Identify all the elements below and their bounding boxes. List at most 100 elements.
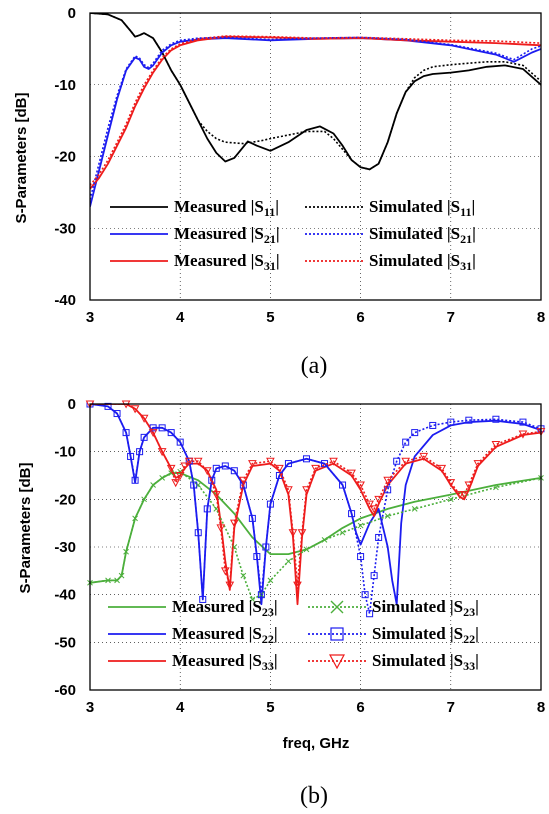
plot-frame (89, 403, 542, 691)
x-tick-label: 6 (356, 309, 364, 326)
data-point-marker (157, 448, 167, 457)
y-tick-label: -50 (54, 634, 76, 651)
x-tick-label: 7 (447, 309, 455, 326)
data-point-marker (180, 462, 190, 471)
legend-label: Measured |S22| (172, 624, 278, 646)
panel-b-chart: S-Parameters [dB] freq, GHz (b) 3 4 5 6 7 8 0 -… (17, 396, 546, 809)
legend-marker (328, 654, 346, 670)
data-point-marker (347, 469, 356, 478)
x-tick-label: 7 (447, 699, 455, 716)
y-tick-label: -20 (54, 149, 76, 166)
data-point-marker (190, 481, 198, 489)
data-point-marker (369, 505, 379, 514)
data-point-marker (177, 468, 184, 475)
x-tick-label: 4 (176, 309, 185, 326)
data-point-marker (284, 486, 293, 495)
y-tick-label: -10 (54, 77, 76, 94)
data-point-marker (171, 479, 181, 488)
data-point-marker (447, 496, 454, 503)
data-point-marker (375, 533, 383, 541)
data-point-marker (253, 553, 261, 561)
data-point-marker (455, 491, 465, 500)
data-point-marker (366, 610, 374, 618)
data-point-marker (203, 505, 211, 513)
x-tick-label: 8 (537, 309, 545, 326)
plot-area (90, 13, 541, 300)
data-point-marker (148, 429, 158, 438)
x-tick-label: 8 (537, 699, 545, 716)
data-point-marker (361, 591, 369, 599)
legend-label: Measured |S33| (172, 651, 278, 673)
series-line-measured-s23 (90, 472, 541, 584)
x-tick-label: 6 (356, 699, 364, 716)
panel-a-caption: (a) (301, 353, 328, 379)
data-point-marker (293, 581, 302, 590)
data-point-marker (374, 495, 383, 504)
data-point-marker (131, 476, 139, 484)
data-point-marker (221, 462, 229, 470)
data-point-marker (230, 467, 238, 475)
data-point-marker (401, 457, 411, 466)
data-point-marker (473, 460, 483, 469)
series-line-simulated-s11 (90, 13, 541, 171)
data-point-marker (166, 464, 176, 473)
plot-area (90, 404, 541, 690)
legend: Measured |S23| Simulated |S23| Measured |S… (108, 597, 479, 673)
series-line-measured-s31 (90, 35, 541, 190)
y-tick-label: -40 (54, 292, 76, 309)
y-tick-label: 0 (68, 5, 76, 22)
data-point-marker (402, 438, 410, 446)
panel-b-caption: (b) (300, 783, 328, 809)
data-point-marker (220, 567, 230, 576)
data-point-marker (132, 515, 138, 522)
data-point-marker (267, 577, 274, 584)
data-point-marker (329, 457, 338, 466)
data-point-marker (158, 424, 166, 432)
data-point-marker (127, 452, 135, 460)
legend-label: Measured |S23| (172, 597, 278, 619)
data-point-marker (302, 486, 311, 495)
data-point-marker (459, 491, 469, 500)
data-point-marker (411, 429, 419, 437)
x-tick-label: 4 (176, 699, 185, 716)
data-point-marker (175, 472, 185, 481)
data-point-marker (275, 464, 284, 473)
data-point-marker (149, 424, 157, 432)
legend-label: Simulated |S31| (369, 251, 476, 273)
data-point-marker (105, 577, 111, 584)
series-line-simulated-s31 (90, 35, 541, 186)
data-point-marker (339, 529, 346, 536)
legend-marker (330, 627, 344, 641)
data-point-marker (357, 553, 365, 561)
legend-label: Simulated |S21| (369, 224, 476, 246)
data-point-marker (339, 481, 347, 489)
y-tick-label: -30 (54, 220, 76, 237)
data-point-marker (464, 481, 474, 490)
data-point-marker (239, 476, 248, 485)
data-point-marker (384, 486, 392, 494)
panel-b-ylabel: S-Parameters [dB] (17, 463, 34, 594)
data-point-marker (240, 572, 247, 579)
x-tick-label: 3 (86, 699, 94, 716)
data-point-marker (229, 519, 239, 528)
data-point-marker (130, 405, 140, 414)
data-point-marker (114, 577, 120, 584)
data-point-marker (284, 460, 292, 468)
data-point-marker (123, 548, 129, 555)
panel-a-ylabel: S-Parameters [dB] (13, 93, 30, 224)
x-tick-label: 5 (266, 309, 274, 326)
y-tick-label: -20 (54, 491, 76, 508)
data-point-marker (249, 596, 256, 603)
data-point-marker (184, 457, 194, 466)
y-tick-label: -10 (54, 444, 76, 461)
data-point-marker (150, 482, 156, 488)
legend-label: Measured |S31| (174, 251, 280, 273)
data-point-marker (139, 414, 149, 423)
series-line-measured-s11 (90, 13, 541, 171)
data-point-marker (446, 479, 456, 488)
data-point-marker (136, 448, 144, 456)
data-point-marker (211, 491, 221, 500)
legend-label: Simulated |S11| (369, 197, 475, 219)
data-point-marker (383, 476, 392, 485)
